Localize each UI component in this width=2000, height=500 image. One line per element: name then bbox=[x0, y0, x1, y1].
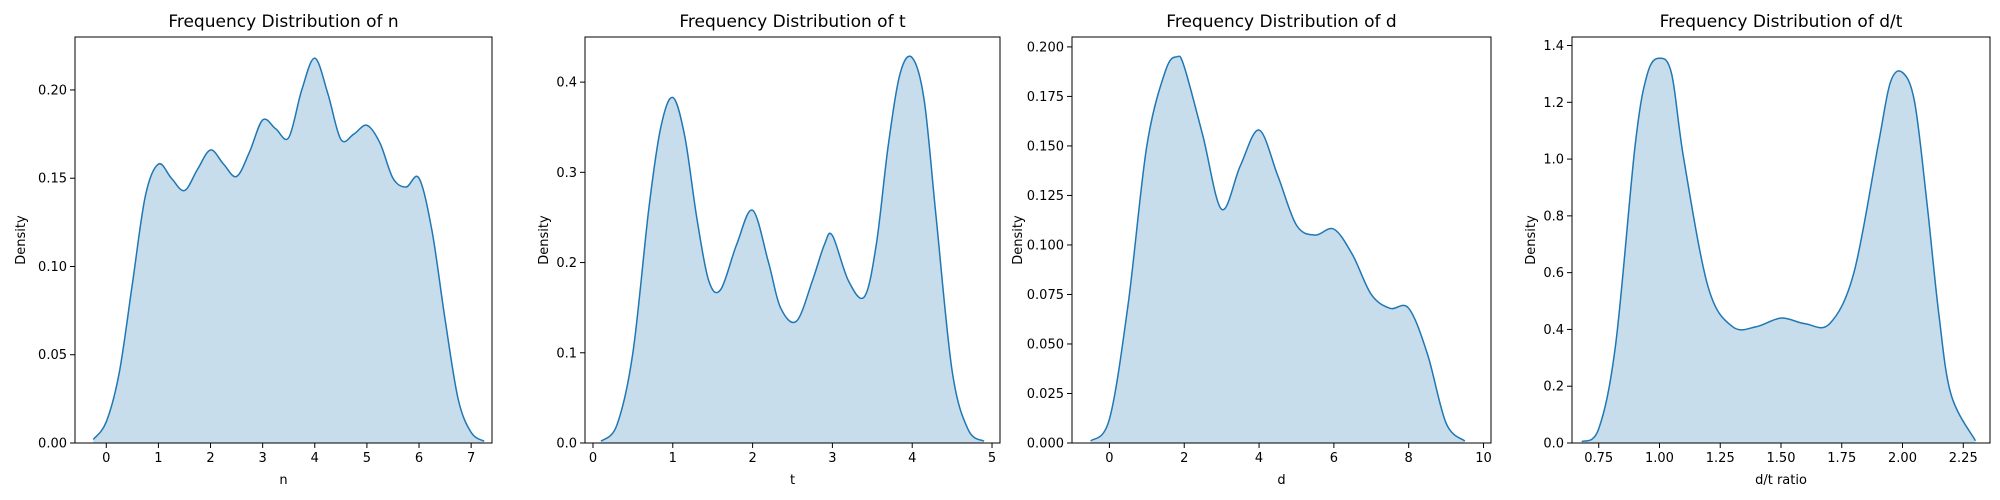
y-axis-label: Density bbox=[1011, 215, 1026, 265]
chart-panel-2: 0 1 2 3 4 5 0.0 0.1 0.2 0.3 0.4 Frequency Distribut… bbox=[537, 12, 1001, 488]
chart-title: Frequency Distribution of n bbox=[168, 12, 398, 32]
y-tick-label: 0.2 bbox=[556, 256, 577, 271]
y-tick-label: 1.2 bbox=[1543, 96, 1564, 111]
x-tick-label: 0.75 bbox=[1584, 451, 1613, 466]
x-tick-label: 8 bbox=[1405, 451, 1413, 466]
density-area bbox=[600, 56, 985, 443]
x-tick-label: 1.75 bbox=[1827, 451, 1856, 466]
y-tick-label: 0.10 bbox=[38, 260, 67, 275]
y-tick-label: 0.4 bbox=[1543, 323, 1564, 338]
y-tick-label: 0.0 bbox=[1543, 437, 1564, 452]
y-tick-label: 0.125 bbox=[1027, 189, 1064, 204]
chart-title: Frequency Distribution of d/t bbox=[1660, 12, 1903, 32]
x-tick-label: 3 bbox=[259, 451, 267, 466]
y-tick-label: 0.150 bbox=[1027, 139, 1064, 154]
y-tick-label: 0.2 bbox=[1543, 380, 1564, 395]
y-tick-label: 0.1 bbox=[556, 346, 577, 361]
y-tick-label: 0.025 bbox=[1027, 387, 1064, 402]
x-axis-label: t bbox=[790, 473, 795, 488]
y-tick-label: 0.15 bbox=[38, 172, 67, 187]
x-tick-label: 1 bbox=[154, 451, 162, 466]
y-tick-label: 0.20 bbox=[38, 83, 67, 98]
axes-frame bbox=[74, 36, 493, 444]
x-axis-label: n bbox=[279, 473, 287, 488]
density-line bbox=[1090, 55, 1466, 442]
x-tick-label: 4 bbox=[908, 451, 916, 466]
density-line bbox=[92, 57, 485, 442]
x-tick-label: 4 bbox=[1255, 451, 1263, 466]
x-tick-label: 6 bbox=[415, 451, 423, 466]
x-tick-label: 1 bbox=[669, 451, 677, 466]
x-tick-label: 1.50 bbox=[1767, 451, 1796, 466]
x-tick-label: 6 bbox=[1330, 451, 1338, 466]
chart-title: Frequency Distribution of d bbox=[1166, 12, 1396, 32]
x-tick-label: 0 bbox=[589, 451, 597, 466]
density-area bbox=[1090, 56, 1465, 443]
x-tick-label: 7 bbox=[467, 451, 475, 466]
chart-panel-4: 0.75 1.00 1.25 1.50 1.75 2.00 2.25 0.0 0.2 0.4 0.6… bbox=[1524, 12, 1991, 488]
y-tick-label: 0.050 bbox=[1027, 337, 1064, 352]
y-tick-label: 0.3 bbox=[556, 166, 577, 181]
x-tick-label: 2 bbox=[1180, 451, 1188, 466]
x-tick-label: 2.00 bbox=[1888, 451, 1917, 466]
density-line bbox=[600, 55, 985, 442]
x-tick-label: 0 bbox=[102, 451, 110, 466]
y-tick-label: 0.000 bbox=[1027, 437, 1064, 452]
x-tick-label: 0 bbox=[1105, 451, 1113, 466]
x-tick-label: 3 bbox=[828, 451, 836, 466]
y-axis-label: Density bbox=[14, 215, 29, 265]
chart-panel-1: 0 1 2 3 4 5 6 7 0.00 0.05 0.10 0.15 0.20 Frequency Di… bbox=[14, 12, 493, 488]
x-tick-label: 4 bbox=[311, 451, 319, 466]
y-tick-label: 1.0 bbox=[1543, 153, 1564, 168]
y-tick-label: 1.4 bbox=[1543, 39, 1564, 54]
x-tick-label: 1.00 bbox=[1645, 451, 1674, 466]
x-tick-label: 5 bbox=[988, 451, 996, 466]
chart-title: Frequency Distribution of t bbox=[679, 12, 906, 32]
x-tick-label: 10 bbox=[1475, 451, 1492, 466]
y-tick-label: 0.075 bbox=[1027, 288, 1064, 303]
y-tick-label: 0.100 bbox=[1027, 238, 1064, 253]
x-tick-label: 1.25 bbox=[1706, 451, 1735, 466]
y-tick-label: 0.00 bbox=[38, 437, 67, 452]
x-tick-label: 2 bbox=[748, 451, 756, 466]
x-tick-label: 5 bbox=[363, 451, 371, 466]
x-tick-label: 2.25 bbox=[1949, 451, 1978, 466]
y-axis-label: Density bbox=[1524, 215, 1539, 265]
y-tick-label: 0.200 bbox=[1027, 40, 1064, 55]
x-tick-label: 2 bbox=[206, 451, 214, 466]
density-area bbox=[93, 58, 485, 444]
chart-panel-3: 0 2 4 6 8 10 0.000 0.025 0.050 0.075 0.100 0.125 0.1… bbox=[1011, 12, 1492, 488]
axes-frame bbox=[584, 36, 1001, 444]
density-line bbox=[1581, 57, 1977, 443]
x-axis-label: d/t ratio bbox=[1755, 473, 1807, 488]
x-axis-label: d bbox=[1277, 473, 1285, 488]
y-tick-label: 0.4 bbox=[556, 76, 577, 91]
y-tick-label: 0.05 bbox=[38, 348, 67, 363]
y-tick-label: 0.0 bbox=[556, 437, 577, 452]
y-tick-label: 0.175 bbox=[1027, 90, 1064, 105]
y-tick-label: 0.8 bbox=[1543, 209, 1564, 224]
y-axis-label: Density bbox=[537, 215, 552, 265]
y-tick-label: 0.6 bbox=[1543, 266, 1564, 281]
axes-frame bbox=[1071, 36, 1492, 444]
